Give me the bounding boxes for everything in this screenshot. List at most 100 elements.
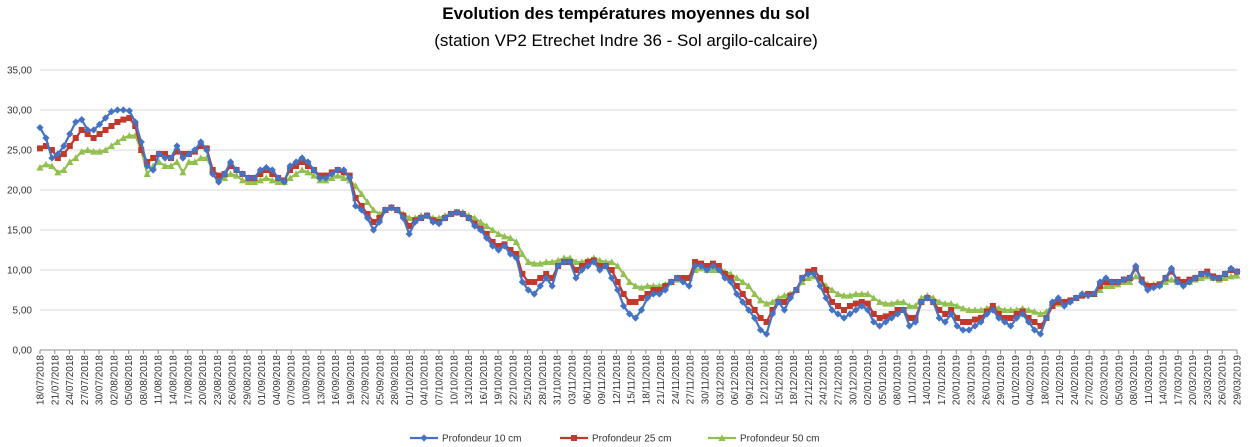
legend-marker [420,434,428,442]
data-point [1161,278,1170,285]
data-point [662,283,669,289]
y-tick-label: 20,00 [7,186,32,197]
data-point [447,210,455,218]
data-point [113,106,122,114]
data-point [1072,294,1080,302]
data-point [256,176,264,184]
data-point [1108,282,1116,289]
data-point [959,326,967,334]
axis-layer: 0,00 5,00 10,00 15,00 20,00 25,00 30,00 35,00 18… [7,66,1244,406]
x-tick-label: 01/09/2018 [257,355,268,405]
x-tick-label: 14/03/2019 [1159,355,1170,405]
data-point [774,298,783,306]
data-point [798,274,806,282]
data-point [268,166,276,174]
data-point [375,218,384,226]
data-point [1013,314,1021,322]
data-point [150,155,157,161]
x-tick-label: 14/08/2018 [169,355,180,405]
data-point [453,208,461,216]
data-point [1060,302,1068,310]
data-point [947,310,955,318]
data-point [114,119,121,125]
x-tick-label: 11/01/2019 [907,355,918,405]
data-point [274,174,282,182]
data-point [709,266,717,273]
data-point [811,267,818,273]
data-point [262,174,270,181]
data-point [381,206,390,214]
x-tick-label: 21/12/2018 [804,355,815,405]
data-point [804,274,812,281]
data-point [459,210,467,218]
data-point [631,314,640,322]
data-point [971,316,978,323]
data-point [876,298,884,305]
data-point [941,300,949,307]
data-point [768,310,777,318]
data-point [887,314,896,322]
x-tick-label: 30/12/2018 [848,355,859,405]
data-point [846,310,854,318]
data-point [882,318,890,326]
data-point [399,214,407,222]
data-point [406,223,413,229]
data-point [507,247,514,253]
data-point [709,262,717,270]
data-point [912,315,919,321]
data-point [703,263,710,269]
data-point [691,262,699,270]
data-point [840,307,847,313]
chart-subtitle: (station VP2 Etrechet Indre 36 - Sol arg… [434,31,818,50]
series-profondeur-10-cm [36,106,1241,338]
legend-item-profondeur-25-cm: Profondeur 25 cm [560,434,672,445]
legend-item-profondeur-10-cm: Profondeur 10 cm [410,434,522,445]
data-point [107,108,116,116]
data-point [120,116,127,123]
data-point [739,298,747,306]
data-point [548,282,556,290]
x-tick-label: 08/08/2018 [139,355,150,405]
data-point [227,163,234,169]
data-point [703,266,711,274]
data-point [727,275,734,281]
data-point [751,290,759,297]
data-point [620,270,628,277]
data-point [494,230,503,237]
data-point [84,126,92,134]
data-point [483,234,491,242]
data-point [870,311,877,317]
x-tick-label: 10/10/2018 [449,355,460,405]
data-point [107,142,116,149]
data-point [250,178,258,185]
data-point [340,174,348,181]
data-point [1120,276,1128,284]
data-point [631,282,640,289]
data-point [48,162,56,169]
data-point [989,303,996,309]
x-tick-label: 14/01/2019 [922,355,933,405]
x-tick-label: 27/12/2018 [834,355,845,405]
data-point [506,250,515,258]
legend: Profondeur 10 cm Profondeur 25 cm Profonde… [410,434,820,445]
data-point [882,313,889,320]
x-tick-label: 30/11/2018 [701,355,712,405]
data-point [768,298,777,305]
data-point [179,154,187,162]
data-point [221,174,229,181]
data-point [340,166,348,174]
x-tick-label: 01/10/2018 [405,355,416,405]
data-point [1031,319,1038,325]
data-point [1037,323,1044,329]
data-point [1055,299,1062,305]
data-point [780,292,789,299]
data-point [465,214,473,222]
data-point [531,279,538,285]
data-point [727,278,735,286]
data-point [162,151,169,157]
x-tick-label: 31/10/2018 [553,355,564,405]
y-tick-label: 0,00 [13,346,33,357]
y-tick-label: 15,00 [7,226,32,237]
data-point [995,314,1003,322]
data-point [36,124,44,132]
